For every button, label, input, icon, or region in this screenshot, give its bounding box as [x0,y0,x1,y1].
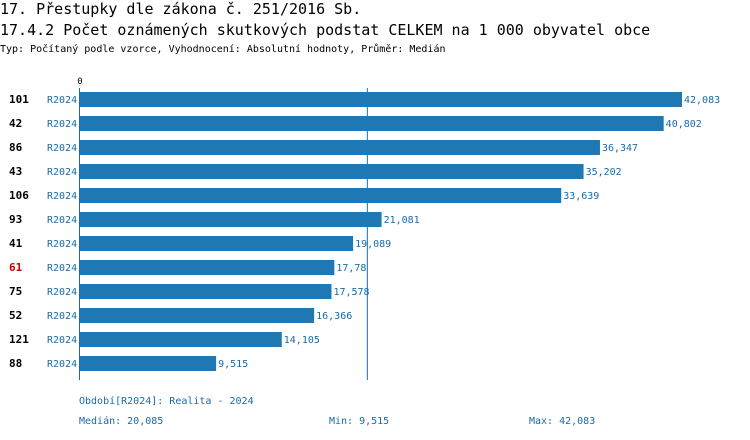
category-label: 88 [9,357,22,370]
value-label: 17,78 [336,263,366,274]
bar [80,140,600,155]
category-label: 93 [9,213,22,226]
value-label: 17,578 [333,287,369,298]
value-label: 35,202 [586,167,622,178]
chart-type-line: Typ: Počítaný podle vzorce, Vyhodnocení:… [0,44,446,55]
bar [80,212,382,227]
period-label: R2024 [47,359,77,370]
period-label: R2024 [47,335,77,346]
period-label: R2024 [47,263,77,274]
category-label: 43 [9,165,22,178]
category-label: 61 [9,261,23,274]
period-label: R2024 [47,215,77,226]
category-label: 75 [9,285,22,298]
bar [80,260,335,275]
value-label: 14,105 [284,335,320,346]
value-label: 40,802 [666,119,702,130]
bar [80,92,682,107]
period-label: R2024 [47,167,77,178]
footer-min: Min: 9,515 [329,416,390,427]
period-label: R2024 [47,143,77,154]
footer-period: Období[R2024]: Realita - 2024 [79,396,254,407]
bar [80,116,664,131]
category-label: 86 [9,141,23,154]
period-label: R2024 [47,239,77,250]
bar [80,284,332,299]
footer-median: Medián: 20,085 [79,416,164,427]
value-label: 33,639 [563,191,599,202]
value-label: 19,089 [355,239,391,250]
category-label: 101 [9,93,29,106]
period-label: R2024 [47,119,77,130]
value-label: 21,081 [384,215,420,226]
bar [80,164,584,179]
value-label: 36,347 [602,143,638,154]
value-label: 9,515 [218,359,248,370]
bar [80,332,282,347]
category-label: 121 [9,333,29,346]
category-label: 41 [9,237,23,250]
category-label: 106 [9,189,29,202]
chart-title: 17. Přestupky dle zákona č. 251/2016 Sb. [0,0,362,18]
footer-max: Max: 42,083 [529,416,596,427]
bar [80,236,354,251]
chart-subtitle: 17.4.2 Počet oznámených skutkových podst… [0,21,651,39]
bar [80,356,217,371]
period-label: R2024 [47,287,77,298]
bar [80,308,315,323]
category-label: 42 [9,117,22,130]
period-label: R2024 [47,311,77,322]
axis-zero-label: 0 [77,77,82,87]
value-label: 42,083 [684,95,720,106]
bar [80,188,562,203]
period-label: R2024 [47,95,77,106]
value-label: 16,366 [316,311,352,322]
period-label: R2024 [47,191,77,202]
category-label: 52 [9,309,22,322]
